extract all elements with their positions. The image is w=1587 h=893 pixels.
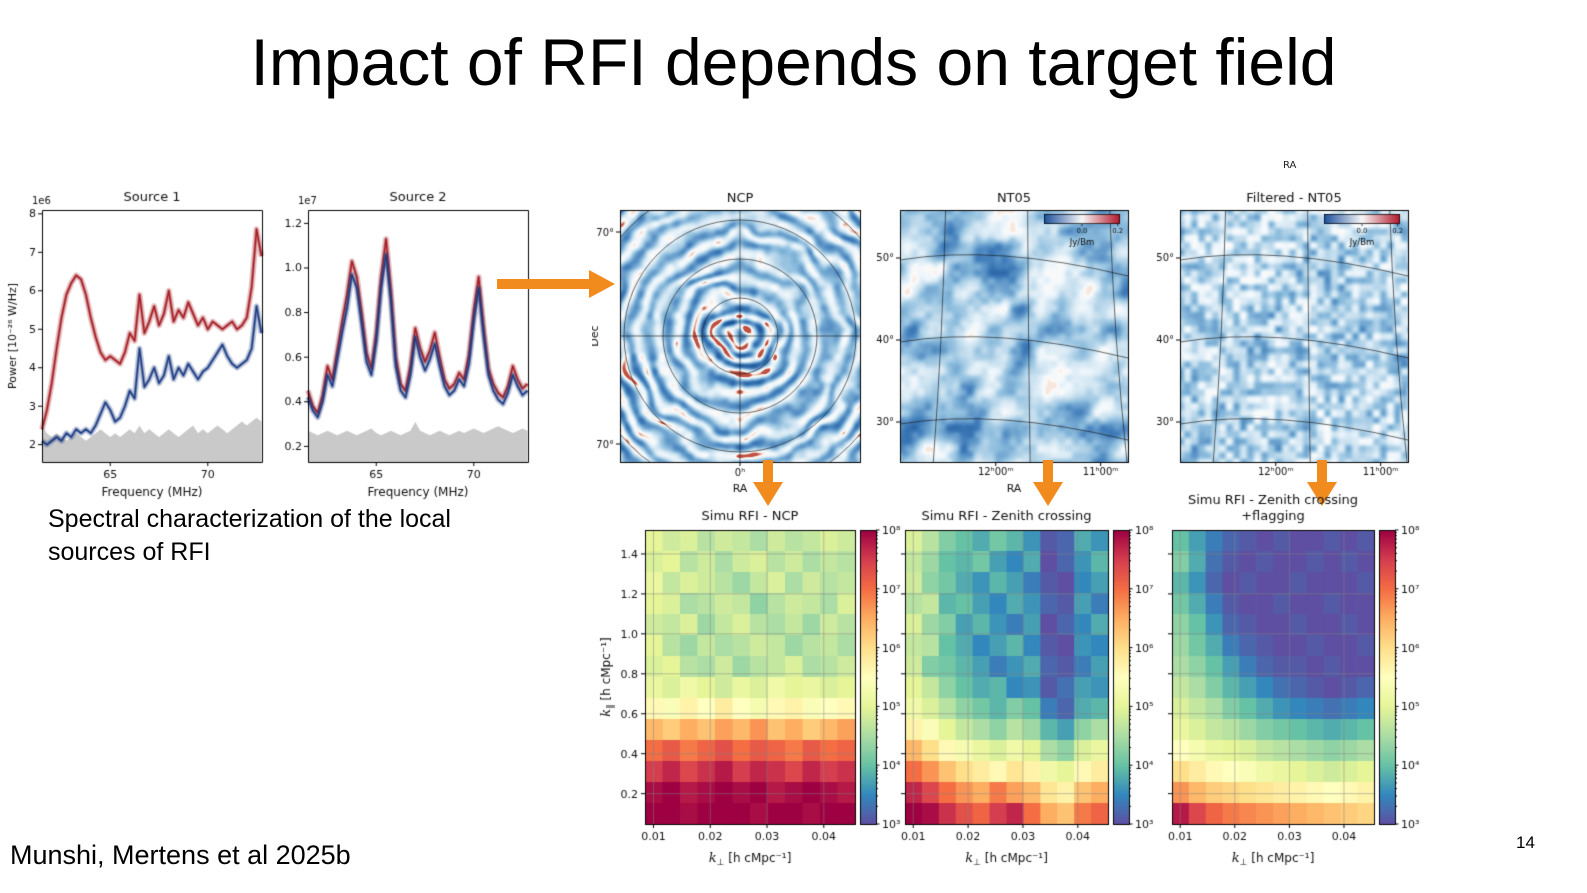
nt05-skymap-canvas	[872, 186, 1144, 504]
figure-skymap-filtered-nt05	[1152, 186, 1424, 504]
source-1-spectrum-chart	[6, 186, 266, 504]
arrow-down-icon	[1033, 460, 1063, 506]
figure-skymap-ncp	[592, 186, 870, 504]
figure-powerspectrum-zenith	[876, 506, 1176, 891]
page-number: 14	[1516, 833, 1535, 852]
cropped-ra-label: RA	[1283, 160, 1297, 171]
powerspectrum-ncp-canvas	[596, 506, 911, 891]
figure-powerspectrum-zenith-flagged	[1144, 490, 1444, 891]
credit-text: Munshi, Mertens et al 2025b	[10, 840, 351, 870]
ncp-skymap-canvas	[592, 186, 870, 504]
figure-source-1	[6, 186, 266, 504]
figure-source-2	[272, 186, 532, 504]
figure-powerspectrum-ncp	[596, 506, 911, 891]
figure-skymap-nt05	[872, 186, 1144, 504]
arrow-down-icon	[1307, 460, 1337, 506]
slide-title: Impact of RFI depends on target field	[250, 25, 1337, 99]
caption-spectral-characterization: Spectral characterization of the local s…	[48, 505, 451, 566]
arrow-right-icon	[497, 270, 615, 298]
powerspectrum-zenith-flagged-canvas	[1144, 490, 1444, 891]
filtered-nt05-skymap-canvas	[1152, 186, 1424, 504]
source-2-spectrum-chart	[272, 186, 532, 504]
arrow-down-icon	[753, 460, 783, 506]
powerspectrum-zenith-canvas	[876, 506, 1176, 891]
